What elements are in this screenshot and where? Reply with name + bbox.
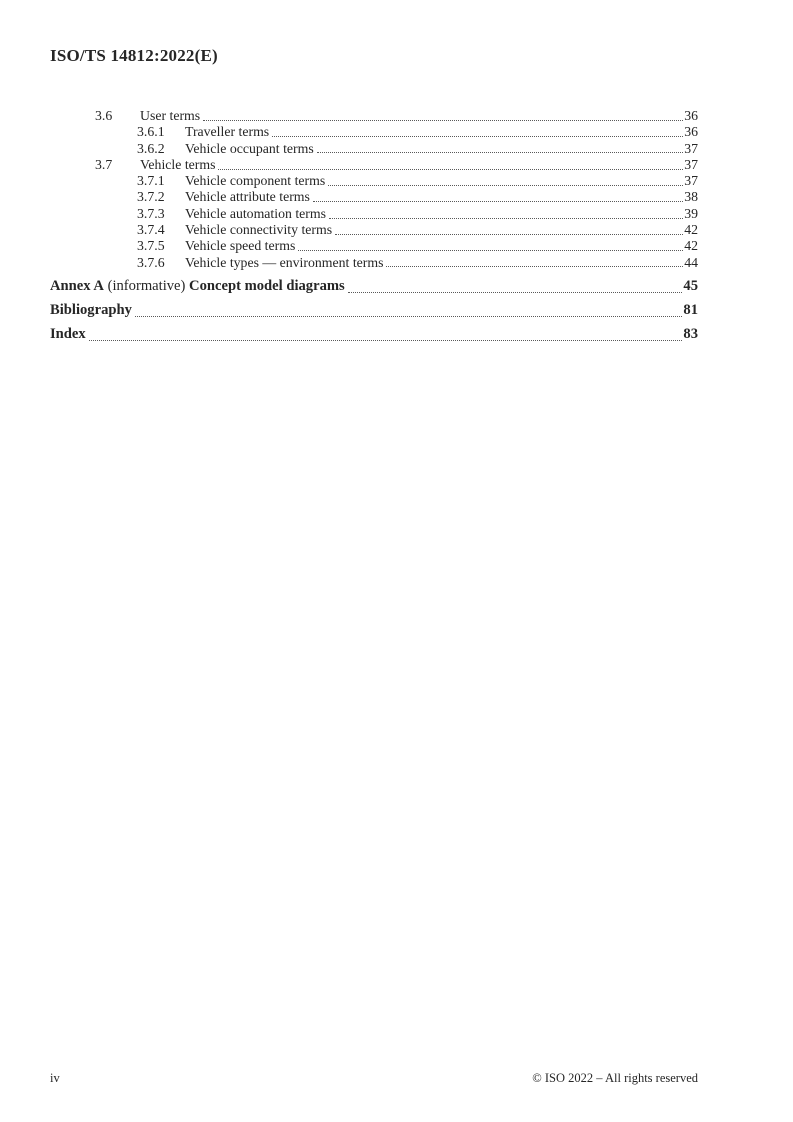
toc-entry: 3.7.5 Vehicle speed terms 42 — [50, 238, 698, 254]
toc-entry: 3.7.3 Vehicle automation terms 39 — [50, 206, 698, 222]
copyright-notice: © ISO 2022 – All rights reserved — [532, 1071, 698, 1085]
toc-entry-page: 44 — [684, 254, 698, 270]
toc-entry-number: 3.7.3 — [137, 205, 165, 221]
dot-leader — [272, 136, 684, 138]
toc-entry: 3.6.2 Vehicle occupant terms 37 — [50, 141, 698, 157]
toc-entry-title: Vehicle automation terms — [185, 205, 326, 221]
toc-entry: 3.7.2 Vehicle attribute terms 38 — [50, 189, 698, 205]
toc-entry-title: Vehicle occupant terms — [185, 140, 314, 156]
toc-entry-number: 3.7.6 — [137, 254, 165, 270]
toc-entry-number: 3.7.4 — [137, 222, 165, 238]
dot-leader — [203, 119, 684, 121]
toc-entry-number: 3.7.2 — [137, 189, 165, 205]
dot-leader — [316, 152, 684, 154]
dot-leader — [218, 168, 684, 170]
document-footer: iv © ISO 2022 – All rights reserved — [50, 1071, 698, 1086]
toc-entry-page: 36 — [684, 108, 698, 123]
page-folio: iv — [50, 1071, 60, 1085]
toc-entry-title: Traveller terms — [185, 124, 270, 140]
table-of-contents: 3.6 User terms 36 3.6.1 Traveller terms 36 3.6… — [50, 108, 698, 271]
toc-back-matter-entry: Bibliography 81 — [50, 298, 698, 322]
toc-entry: 3.7 Vehicle terms 37 — [50, 157, 698, 173]
toc-entry-title: Vehicle terms — [140, 156, 216, 172]
toc-entry-title: Annex A (informative) Concept model diag… — [50, 274, 345, 298]
toc-entry-title: User terms — [140, 108, 201, 123]
toc-entry-page: 39 — [684, 205, 698, 221]
toc-entry-number: 3.6.1 — [137, 124, 165, 140]
toc-entry-page: 45 — [683, 278, 698, 294]
toc-entry-title: Index — [50, 322, 86, 346]
title-segment-bold: Index — [50, 326, 86, 342]
dot-leader — [312, 201, 684, 203]
toc-entry-title: Vehicle types — environment terms — [185, 254, 384, 270]
toc-entry-number: 3.6 — [95, 108, 113, 123]
title-segment-bold: Bibliography — [50, 302, 132, 318]
toc-entry-page: 42 — [684, 238, 698, 254]
dot-leader — [335, 233, 684, 235]
dot-leader — [386, 266, 684, 268]
dot-leader — [347, 292, 683, 293]
dot-leader — [328, 184, 684, 186]
toc-entry: 3.6.1 Traveller terms 36 — [50, 124, 698, 140]
dot-leader — [88, 340, 683, 341]
toc-entry-page: 81 — [683, 302, 698, 318]
dot-leader — [329, 217, 684, 219]
toc-entry: 3.7.6 Vehicle types — environment terms 44 — [50, 255, 698, 271]
toc-entry: 3.6 User terms 36 — [50, 108, 698, 124]
toc-entry-title: Vehicle component terms — [185, 173, 326, 189]
toc-entry-page: 42 — [684, 222, 698, 238]
dot-leader — [298, 250, 684, 252]
dot-leader — [134, 316, 683, 317]
toc-entry-page: 37 — [684, 140, 698, 156]
toc-entry-number: 3.7.5 — [137, 238, 165, 254]
toc-entry-page: 36 — [684, 124, 698, 140]
toc-entry: 3.7.4 Vehicle connectivity terms 42 — [50, 222, 698, 238]
toc-entry-page: 37 — [684, 173, 698, 189]
toc-entry: 3.7.1 Vehicle component terms 37 — [50, 173, 698, 189]
toc-entry-title: Vehicle connectivity terms — [185, 222, 333, 238]
toc-entry-title: Bibliography — [50, 298, 132, 322]
document-header: ISO/TS 14812:2022(E) — [50, 46, 218, 65]
title-segment-regular: (informative) — [103, 278, 190, 294]
toc-entry-number: 3.7 — [95, 156, 113, 172]
toc-entry-page: 37 — [684, 156, 698, 172]
toc-back-matter-entry: Index 83 — [50, 322, 698, 346]
toc-entry-page: 83 — [683, 326, 698, 342]
toc-entry-number: 3.7.1 — [137, 173, 165, 189]
toc-entry-title: Vehicle speed terms — [185, 238, 296, 254]
title-segment-bold: Annex A — [50, 278, 104, 294]
title-segment-bold: Concept model diagrams — [189, 278, 345, 294]
toc-entry-number: 3.6.2 — [137, 140, 165, 156]
toc-back-matter: Annex A (informative) Concept model diag… — [50, 274, 698, 346]
toc-back-matter-entry: Annex A (informative) Concept model diag… — [50, 274, 698, 298]
toc-entry-page: 38 — [684, 189, 698, 205]
toc-entry-title: Vehicle attribute terms — [185, 189, 310, 205]
